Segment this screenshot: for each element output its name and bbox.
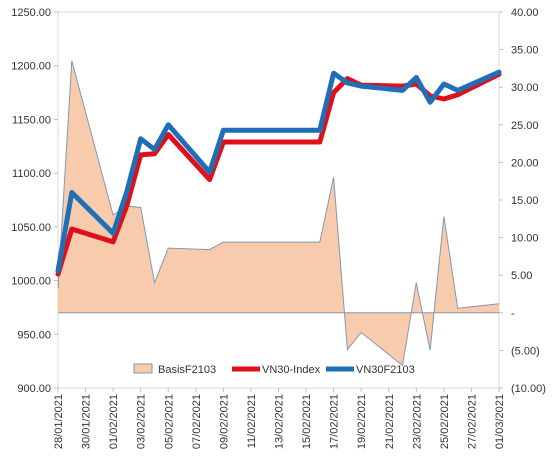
left-tick-label: 1250.00 (11, 7, 51, 19)
right-axis: 40.00 35.00 30.00 25.00 20.00 15.00 10.00 5.00 -… (499, 7, 546, 395)
x-tick-label: 11/02/2021 (246, 394, 258, 448)
line-vn30f2103 (55, 69, 502, 274)
legend: BasisF2103 VN30-Index VN30F2103 (133, 363, 415, 376)
left-tick-label: 1000.00 (11, 276, 51, 288)
right-tick-label: (5.00) (511, 345, 540, 357)
x-tick-label: 13/02/2021 (274, 394, 286, 449)
x-tick-label: 01/03/2021 (494, 394, 506, 449)
right-tick-label: 35.00 (511, 45, 539, 57)
x-tick-label: 15/02/2021 (301, 394, 313, 449)
x-axis: 28/01/2021 30/01/2021 01/02/2021 03/02/2021… (53, 388, 506, 449)
line-vn30-index (55, 71, 502, 277)
x-tick-label: 09/02/2021 (218, 394, 230, 449)
left-tick-label: 1050.00 (11, 222, 51, 234)
x-tick-label: 07/02/2021 (191, 394, 203, 449)
legend-swatch-basisf2103 (133, 363, 153, 374)
right-tick-label: 15.00 (511, 195, 539, 207)
area-basisf2103 (58, 60, 499, 366)
legend-label-vn30-index: VN30-Index (262, 364, 321, 376)
left-tick-label: 1150.00 (12, 114, 51, 126)
right-tick-label: 5.00 (511, 270, 532, 282)
left-tick-label: 1100.00 (12, 168, 51, 180)
line-layer (55, 69, 502, 277)
right-tick-label: 40.00 (511, 7, 539, 19)
right-tick-label: 30.00 (511, 82, 539, 94)
right-tick-label: (10.00) (511, 383, 546, 395)
legend-label-basisf2103: BasisF2103 (158, 364, 216, 376)
x-tick-label: 27/02/2021 (466, 394, 478, 449)
x-tick-label: 05/02/2021 (163, 394, 175, 449)
x-tick-label: 01/02/2021 (108, 394, 120, 449)
x-tick-label: 23/02/2021 (411, 394, 423, 449)
right-tick-label: 20.00 (511, 157, 539, 169)
left-axis: 1250.00 1200.00 1150.00 1100.00 1050.00 1000.… (11, 7, 58, 395)
right-tick-label: 10.00 (511, 233, 539, 245)
x-tick-label: 25/02/2021 (439, 394, 451, 449)
x-tick-label: 19/02/2021 (356, 394, 368, 449)
x-tick-label: 21/02/2021 (384, 394, 396, 449)
right-tick-label: 25.00 (511, 120, 539, 132)
x-tick-label: 28/01/2021 (53, 394, 65, 449)
left-tick-label: 950.00 (17, 329, 51, 341)
legend-label-vn30f2103: VN30F2103 (356, 364, 415, 376)
x-tick-label: 03/02/2021 (136, 394, 148, 449)
left-tick-label: 900.00 (17, 383, 51, 395)
left-tick-label: 1200.00 (11, 61, 51, 73)
right-tick-label: - (511, 308, 515, 320)
x-tick-label: 30/01/2021 (81, 394, 93, 449)
x-tick-label: 17/02/2021 (329, 394, 341, 449)
